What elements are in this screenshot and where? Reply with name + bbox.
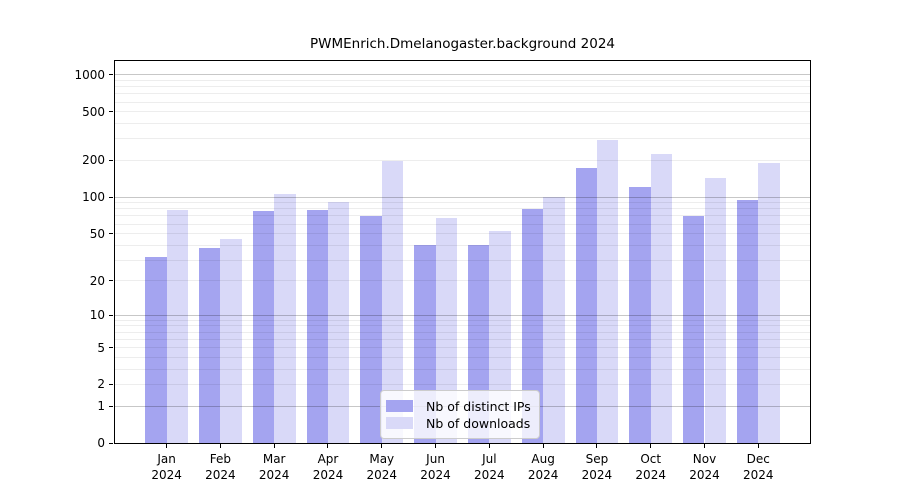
legend-swatch-distinct-ips — [386, 400, 413, 412]
x-tick — [704, 444, 705, 448]
bar-distinct-ips — [521, 208, 544, 443]
x-tick — [596, 444, 598, 448]
y-tick — [109, 196, 113, 198]
y-tick-label: 100 — [82, 190, 105, 205]
x-tick-label: Nov 2024 — [689, 452, 720, 482]
y-tick-label: 20 — [89, 273, 105, 288]
x-tick — [327, 444, 329, 448]
x-tick — [757, 444, 759, 448]
x-tick-label: Apr 2024 — [312, 452, 344, 482]
bar-distinct-ips — [736, 200, 759, 443]
bar-distinct-ips — [683, 215, 705, 443]
x-tick-label: Jan 2024 — [151, 452, 182, 482]
x-tick-label: Jun 2024 — [420, 452, 451, 482]
y-tick-label: 200 — [82, 153, 105, 168]
bar-distinct-ips — [198, 247, 221, 443]
legend-label-distinct-ips: Nb of distinct IPs — [426, 398, 531, 414]
bar-downloads — [543, 197, 565, 443]
y-tick — [109, 280, 113, 282]
y-tick-label: 5 — [97, 340, 105, 355]
bar-downloads — [596, 139, 619, 443]
bar-downloads — [704, 178, 726, 443]
bar-downloads — [489, 230, 511, 443]
y-tick — [109, 314, 113, 316]
y-tick — [109, 405, 113, 407]
bar-distinct-ips — [629, 186, 651, 443]
x-tick-label: Feb 2024 — [205, 452, 236, 482]
x-tick — [488, 444, 490, 448]
x-tick — [219, 444, 221, 448]
y-tick — [109, 383, 113, 385]
x-tick-label: Jul 2024 — [474, 452, 505, 482]
bar-downloads — [220, 239, 242, 443]
x-tick-label: May 2024 — [366, 452, 398, 482]
bars-layer — [115, 61, 810, 443]
legend-label-downloads: Nb of downloads — [426, 415, 531, 431]
bar-downloads — [435, 218, 457, 443]
bar-downloads — [274, 194, 296, 443]
x-tick-label: Aug 2024 — [527, 452, 559, 482]
legend: Nb of distinct IPs Nb of downloads — [380, 390, 540, 439]
bar-distinct-ips — [575, 167, 597, 443]
y-tick-label: 50 — [89, 226, 105, 241]
y-tick — [109, 347, 113, 349]
bar-downloads — [327, 201, 350, 443]
x-tick — [273, 444, 275, 448]
bar-downloads — [166, 210, 188, 443]
y-tick-label: 500 — [82, 104, 105, 119]
legend-item-downloads: Nb of downloads — [386, 415, 531, 431]
x-tick-label: Sep 2024 — [581, 452, 613, 482]
y-tick-label: 2 — [97, 377, 105, 392]
y-tick — [109, 159, 113, 161]
y-tick-label: 0 — [97, 436, 105, 450]
y-tick-label: 10 — [89, 308, 105, 323]
x-tick — [381, 444, 383, 448]
bar-downloads — [381, 161, 404, 443]
chart-title: PWMEnrich.Dmelanogaster.background 2024 — [309, 36, 616, 52]
bar-distinct-ips — [252, 210, 275, 443]
y-tick — [109, 111, 113, 113]
y-tick — [109, 233, 113, 235]
plot-area: Nb of distinct IPs Nb of downloads — [114, 60, 811, 444]
x-tick — [166, 444, 168, 448]
bar-distinct-ips — [306, 209, 328, 443]
bar-distinct-ips — [360, 215, 382, 443]
y-tick — [109, 442, 113, 444]
bar-distinct-ips — [145, 256, 167, 443]
bar-downloads — [758, 162, 780, 443]
x-tick-label: Mar 2024 — [258, 452, 290, 482]
bar-downloads — [650, 153, 673, 443]
y-tick-label: 1000 — [74, 67, 105, 82]
y-tick — [109, 74, 113, 76]
y-tick-label: 1 — [97, 399, 105, 414]
x-tick-label: Oct 2024 — [635, 452, 666, 482]
legend-swatch-downloads — [386, 417, 413, 429]
x-tick — [435, 444, 437, 448]
x-tick — [650, 444, 652, 448]
x-tick — [542, 444, 544, 448]
legend-item-distinct-ips: Nb of distinct IPs — [386, 398, 531, 414]
x-tick-label: Dec 2024 — [743, 452, 774, 482]
